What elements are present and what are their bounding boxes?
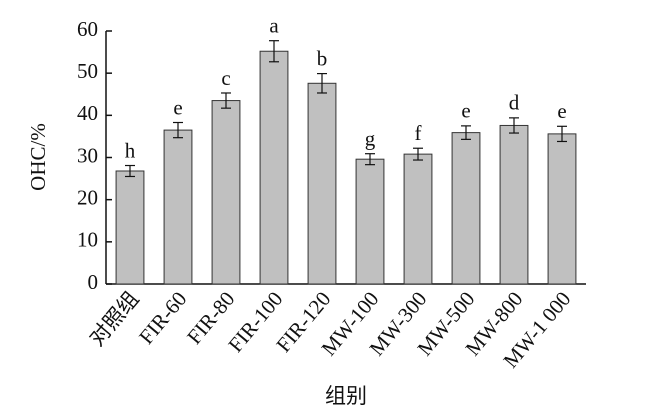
y-tick-label: 20 — [77, 185, 98, 209]
y-tick-label: 40 — [77, 101, 98, 125]
y-axis-label: OHC/% — [26, 123, 50, 191]
x-axis-label: 组别 — [325, 384, 367, 408]
significance-letter: d — [509, 91, 520, 115]
bar — [355, 158, 385, 285]
significance-letter: h — [125, 138, 136, 162]
significance-letter: e — [557, 99, 566, 123]
bar — [403, 153, 433, 285]
significance-letter: e — [461, 99, 470, 123]
y-tick-label: 30 — [77, 143, 98, 167]
bar — [451, 132, 481, 285]
y-tick-label: 50 — [77, 59, 98, 83]
significance-letter: g — [365, 127, 376, 151]
y-tick-label: 0 — [88, 270, 99, 294]
significance-letter: c — [221, 66, 230, 90]
x-tick-label: 对照组 — [85, 287, 144, 351]
bar — [211, 100, 241, 285]
bar — [115, 170, 145, 285]
significance-letter: f — [415, 121, 422, 145]
bar — [307, 82, 337, 285]
y-tick-label: 60 — [77, 17, 98, 41]
bar — [499, 124, 529, 285]
x-tick-label: FIR-60 — [134, 287, 191, 349]
significance-letter: b — [317, 46, 328, 70]
bar — [163, 129, 193, 285]
y-tick-label: 10 — [77, 228, 98, 252]
significance-letter: a — [269, 14, 279, 38]
significance-letter: e — [173, 95, 182, 119]
bar — [547, 133, 577, 285]
bar — [259, 50, 289, 285]
